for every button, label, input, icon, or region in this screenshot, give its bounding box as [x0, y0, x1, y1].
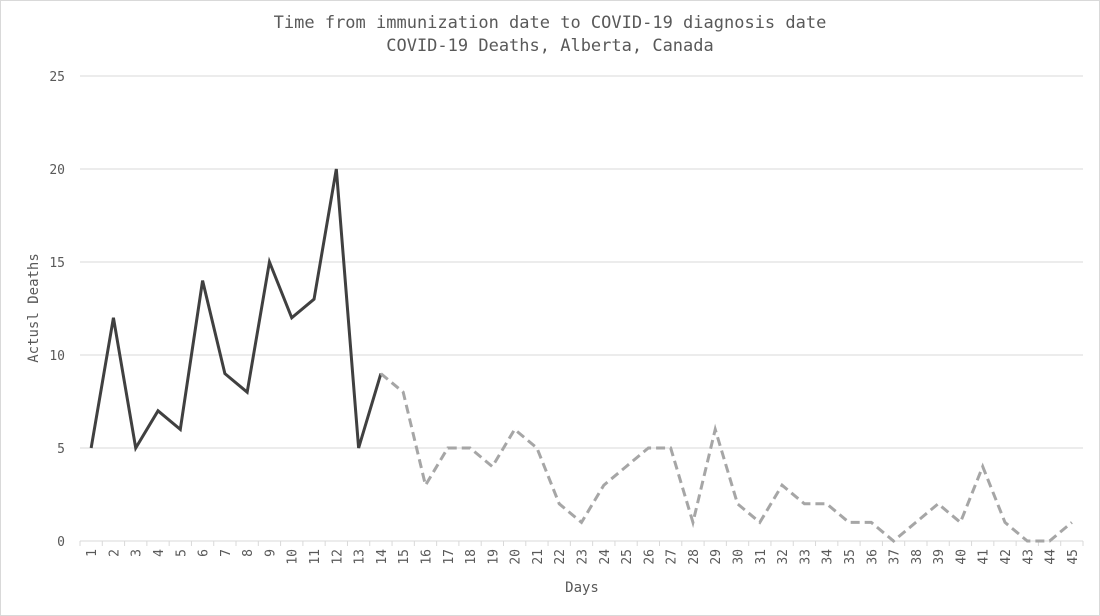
y-tick-label: 5 — [57, 442, 65, 457]
x-tick-label: 41 — [977, 549, 992, 565]
x-tick-label: 37 — [888, 549, 903, 565]
y-tick-label: 10 — [49, 349, 65, 364]
y-tick-label: 15 — [49, 256, 65, 271]
x-tick-label: 36 — [865, 549, 880, 565]
series-line-dashed — [379, 372, 1073, 543]
x-tick-label: 43 — [1021, 549, 1036, 565]
x-tick-label: 2 — [107, 549, 122, 557]
x-tick-label: 8 — [241, 549, 256, 557]
x-tick-label: 23 — [576, 549, 591, 565]
y-axis-label: Actusl Deaths — [26, 253, 42, 363]
chart-title: Time from immunization date to COVID-19 … — [274, 13, 827, 33]
x-tick-label: 12 — [330, 549, 345, 565]
x-tick-label: 3 — [130, 549, 145, 557]
x-tick-label: 30 — [732, 549, 747, 565]
x-tick-label: 33 — [798, 549, 813, 565]
x-tick-label: 39 — [932, 549, 947, 565]
x-tick-label: 24 — [598, 549, 613, 565]
y-tick-label: 0 — [57, 535, 65, 550]
x-tick-label: 40 — [954, 549, 969, 565]
x-tick-label: 19 — [486, 549, 501, 565]
x-tick-label: 1 — [85, 549, 100, 557]
x-tick-label: 27 — [665, 549, 680, 565]
x-tick-label: 28 — [687, 549, 702, 565]
x-tick-label: 16 — [419, 549, 434, 565]
x-tick-label: 31 — [754, 549, 769, 565]
x-tick-label: 26 — [642, 549, 657, 565]
x-tick-label: 29 — [709, 549, 724, 565]
x-tick-label: 14 — [375, 549, 390, 565]
y-tick-label: 25 — [49, 70, 65, 85]
x-tick-label: 7 — [219, 549, 234, 557]
x-tick-label: 13 — [353, 549, 368, 565]
chart-subtitle: COVID-19 Deaths, Alberta, Canada — [386, 36, 714, 56]
x-tick-label: 21 — [531, 549, 546, 565]
x-tick-label: 10 — [286, 549, 301, 565]
x-tick-label: 20 — [509, 549, 524, 565]
x-tick-label: 25 — [620, 549, 635, 565]
x-tick-label: 22 — [553, 549, 568, 565]
x-tick-label: 38 — [910, 549, 925, 565]
series-line-solid — [89, 168, 383, 453]
x-tick-label: 34 — [821, 549, 836, 565]
x-tick-label: 35 — [843, 549, 858, 565]
x-tick-label: 9 — [263, 549, 278, 557]
x-tick-label: 32 — [776, 549, 791, 565]
x-tick-label: 18 — [464, 549, 479, 565]
x-tick-label: 4 — [152, 549, 167, 557]
x-tick-label: 6 — [197, 549, 212, 557]
y-tick-label: 20 — [49, 163, 65, 178]
x-tick-label: 15 — [397, 549, 412, 565]
x-tick-label: 45 — [1066, 549, 1081, 565]
x-tick-label: 42 — [999, 549, 1014, 565]
x-tick-label: 44 — [1044, 549, 1059, 565]
x-tick-label: 17 — [442, 549, 457, 565]
x-tick-label: 11 — [308, 549, 323, 565]
x-axis-label: Days — [565, 580, 599, 596]
x-tick-label: 5 — [174, 549, 189, 557]
